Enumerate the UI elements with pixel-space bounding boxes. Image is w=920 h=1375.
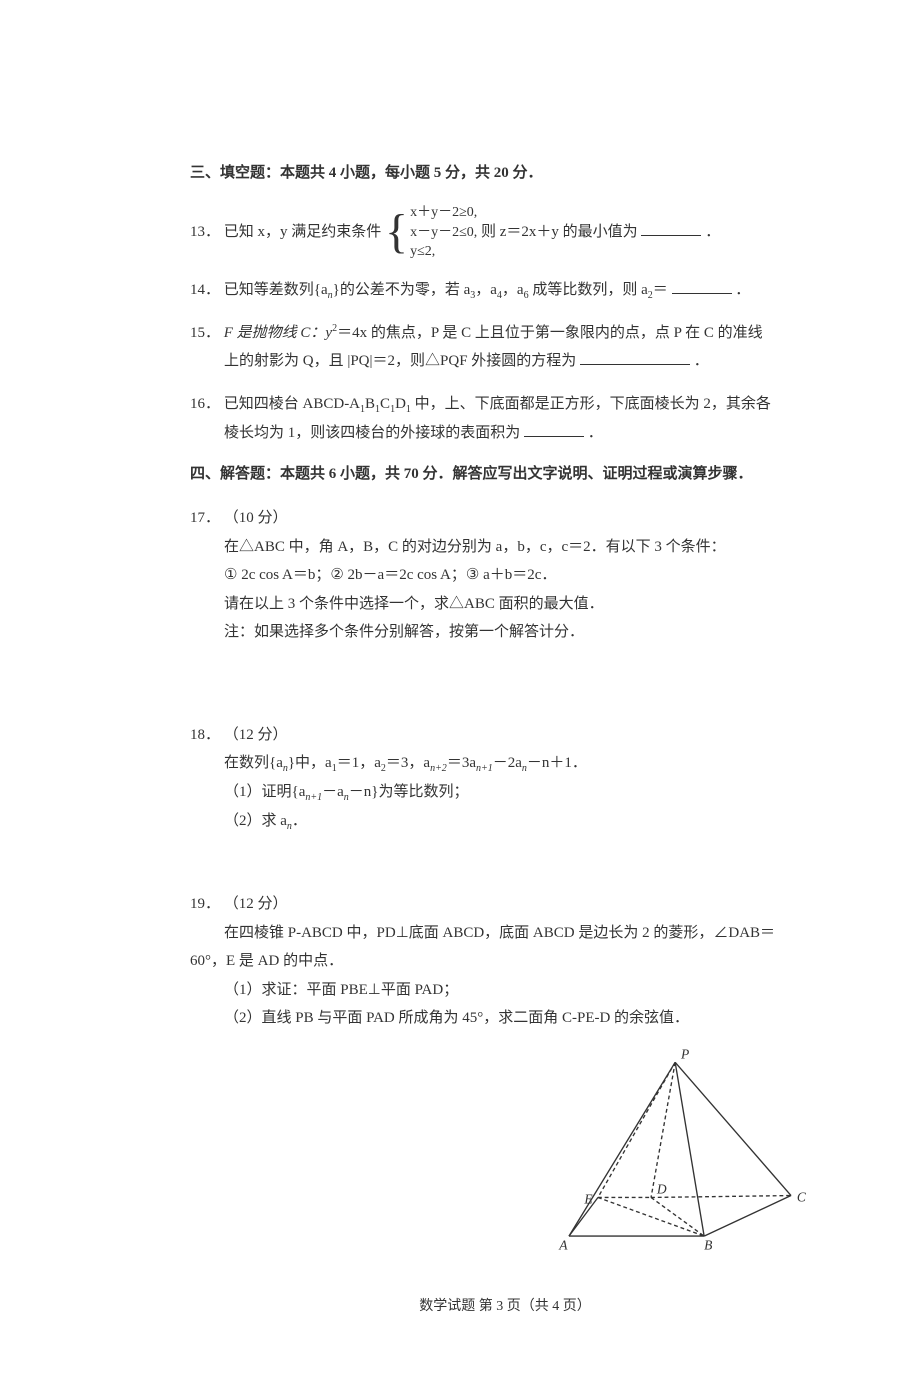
q15-blank xyxy=(580,349,690,365)
section-3-heading: 三、填空题：本题共 4 小题，每小题 5 分，共 20 分． xyxy=(190,160,820,187)
q17-l1: 在△ABC 中，角 A，B，C 的对边分别为 a，b，c，c＝2．有以下 3 个… xyxy=(190,533,820,562)
q19-part1: （1）求证：平面 PBE⊥平面 PAD； xyxy=(190,976,820,1005)
question-16: 16． 已知四棱台 ABCD-A1B1C1D1 中，上、下底面都是正方形，下底面… xyxy=(190,390,820,448)
q17-number: 17． xyxy=(190,504,220,533)
svg-text:C: C xyxy=(797,1189,807,1204)
spacer xyxy=(190,850,820,890)
q13-blank xyxy=(641,220,701,236)
q18-part1: （1）证明{an+1－an－n}为等比数列； xyxy=(190,778,820,807)
q14-blank xyxy=(672,278,732,294)
question-17: 17． （10 分） 在△ABC 中，角 A，B，C 的对边分别为 a，b，c，… xyxy=(190,504,820,647)
q17-l4: 注：如果选择多个条件分别解答，按第一个解答计分． xyxy=(190,618,820,647)
q13-constraints: { x＋y－2≥0, x－y－2≤0, y≤2, xyxy=(385,203,477,262)
brace-left: { xyxy=(385,208,408,256)
svg-text:D: D xyxy=(656,1181,667,1196)
q13-end: ． xyxy=(705,224,720,240)
q16-blank xyxy=(524,421,584,437)
pyramid-figure: P A B C D E xyxy=(540,1043,820,1255)
question-13: 13． 已知 x，y 满足约束条件 { x＋y－2≥0, x－y－2≤0, y≤… xyxy=(190,203,820,262)
q18-number: 18． xyxy=(190,721,220,750)
q14-number: 14． xyxy=(190,276,220,305)
page-footer: 数学试题 第 3 页（共 4 页） xyxy=(190,1295,820,1315)
q17-points: （10 分） xyxy=(224,510,288,526)
q19-points: （12 分） xyxy=(224,896,288,912)
svg-text:P: P xyxy=(680,1046,689,1061)
spacer xyxy=(190,661,820,721)
q19-part2: （2）直线 PB 与平面 PAD 所成角为 45°，求二面角 C-PE-D 的余… xyxy=(190,1004,820,1033)
question-19: 19． （12 分） 在四棱锥 P-ABCD 中，PD⊥底面 ABCD，底面 A… xyxy=(190,890,820,1255)
q13-pre: 已知 x，y 满足约束条件 xyxy=(224,224,382,240)
svg-text:B: B xyxy=(704,1237,712,1252)
q13-line3: y≤2, xyxy=(410,242,477,262)
q18-points: （12 分） xyxy=(224,727,288,743)
q15-number: 15． xyxy=(190,319,220,348)
q19-l2: 60°，E 是 AD 的中点． xyxy=(190,947,820,976)
q13-line2: x－y－2≤0, xyxy=(410,223,477,243)
q13-number: 13． xyxy=(190,218,220,247)
q19-l1: 在四棱锥 P-ABCD 中，PD⊥底面 ABCD，底面 ABCD 是边长为 2 … xyxy=(190,919,820,948)
q17-l3: 请在以上 3 个条件中选择一个，求△ABC 面积的最大值． xyxy=(190,590,820,619)
q16-number: 16． xyxy=(190,390,220,419)
section-4-heading: 四、解答题：本题共 6 小题，共 70 分．解答应写出文字说明、证明过程或演算步… xyxy=(190,461,820,488)
page: 三、填空题：本题共 4 小题，每小题 5 分，共 20 分． 13． 已知 x，… xyxy=(0,0,920,1375)
q17-l2: ① 2c cos A＝b；② 2b－a＝2c cos A；③ a＋b＝2c． xyxy=(190,561,820,590)
q18-part2: （2）求 an． xyxy=(190,807,820,836)
question-18: 18． （12 分） 在数列{an}中，a1＝1，a2＝3，an+2＝3an+1… xyxy=(190,721,820,837)
question-15: 15． F 是抛物线 C：y2＝4x 的焦点，P 是 C 上且位于第一象限内的点… xyxy=(190,319,820,376)
q13-line1: x＋y－2≥0, xyxy=(410,203,477,223)
q13-post: 则 z＝2x＋y 的最小值为 xyxy=(481,224,638,240)
q19-number: 19． xyxy=(190,890,220,919)
question-14: 14． 已知等差数列{an}的公差不为零，若 a3，a4，a6 成等比数列，则 … xyxy=(190,276,820,305)
svg-text:E: E xyxy=(583,1191,593,1206)
svg-text:A: A xyxy=(558,1237,568,1252)
